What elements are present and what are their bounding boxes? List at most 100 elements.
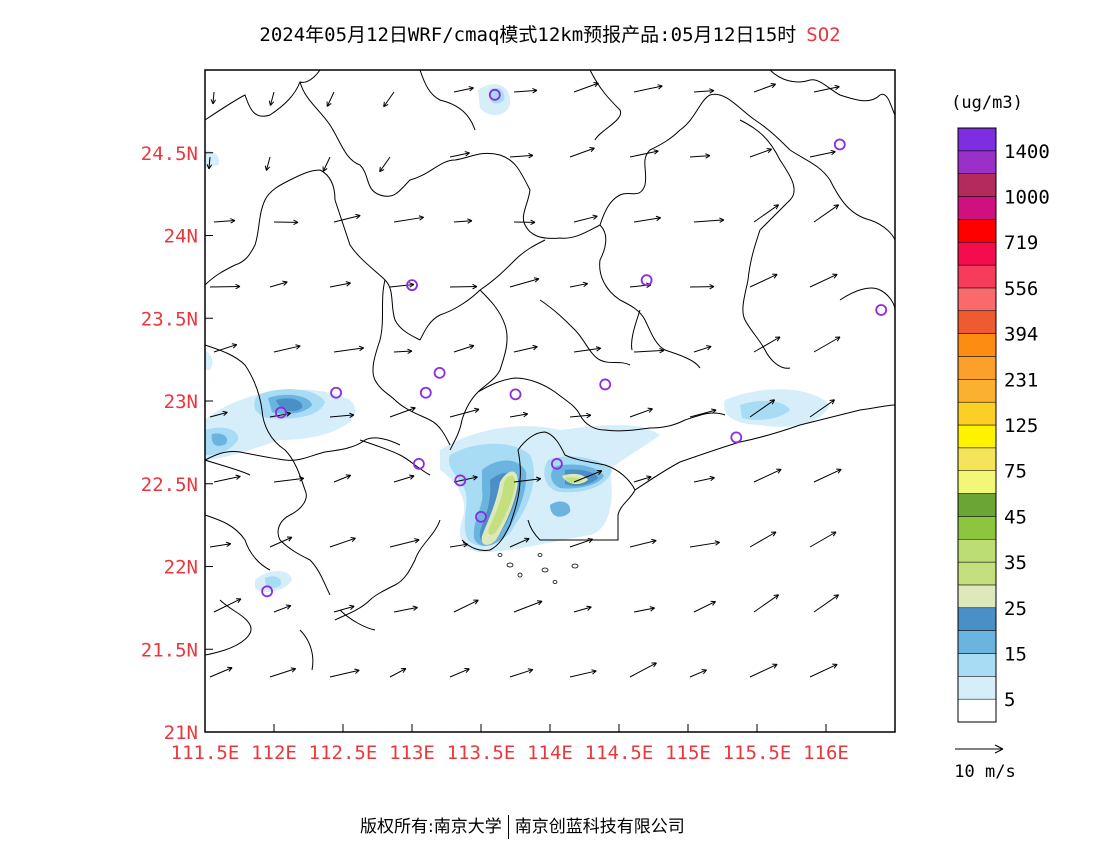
wind-arrow [273, 219, 299, 226]
title-text: 2024年05月12日WRF/cmaq模式12km预报产品:05月12日15时 [259, 24, 797, 46]
wind-arrow [509, 277, 540, 288]
wind-arrow [633, 606, 655, 613]
wind-arrow [509, 152, 534, 159]
wind-arrow [379, 156, 391, 173]
station-marker [833, 138, 846, 151]
wind-arrow [513, 87, 538, 94]
wind-arrow [753, 336, 781, 353]
legend-label: 394 [1004, 324, 1038, 346]
legend-color-box [957, 379, 997, 403]
wind-arrow [213, 474, 241, 483]
legend-color-box [957, 333, 997, 357]
wind-arrow [693, 475, 715, 483]
wind-arrow [329, 537, 356, 548]
station-marker [551, 457, 563, 470]
wind-arrow [449, 407, 480, 418]
legend-label: 45 [1004, 506, 1027, 528]
legend-label: 35 [1004, 552, 1027, 574]
station-marker [406, 279, 418, 292]
station-marker [330, 386, 343, 399]
wind-arrow [809, 663, 838, 678]
wind-arrow [749, 531, 777, 548]
lat-tick-label: 24N [164, 226, 198, 248]
wind-arrow [809, 273, 838, 288]
legend-color-box [957, 493, 997, 517]
wind-arrow [813, 594, 840, 613]
wind-arrow [513, 219, 536, 226]
legend-label: 719 [1004, 232, 1038, 254]
legend-color-box [957, 584, 997, 609]
wind-arrow [449, 667, 470, 678]
wind-arrow [449, 542, 469, 548]
wind-arrow [269, 667, 297, 678]
legend-color-box [957, 241, 997, 266]
legend-color-box [957, 630, 997, 654]
legend-color-box [957, 676, 997, 700]
wind-arrow [389, 538, 420, 548]
legend-label: 75 [1004, 461, 1027, 483]
wind-arrow [629, 662, 657, 678]
legend-label: 1400 [1004, 141, 1050, 163]
wind-arrow [210, 91, 217, 105]
wind-arrow [569, 281, 588, 288]
wind-arrow [449, 151, 470, 158]
wind-arrow [393, 348, 413, 354]
legend-label: 556 [1004, 278, 1038, 300]
wind-arrow [753, 204, 780, 223]
station-marker [454, 474, 467, 487]
wind-arrow [326, 91, 335, 107]
map-title: 2024年05月12日WRF/cmaq模式12km预报产品:05月12日15时 S… [0, 20, 1100, 47]
wind-arrow [329, 412, 355, 418]
footer-separator [507, 815, 509, 839]
lon-tick-label: 113E [389, 742, 435, 764]
wind-arrow [753, 594, 780, 613]
wind-arrow [689, 153, 711, 159]
legend-color-box [957, 264, 997, 289]
wind-arrow [573, 82, 599, 93]
wind-arrow [509, 668, 534, 678]
wind-arrow [693, 217, 725, 223]
wind-arrow [693, 88, 715, 94]
wind-arrow [329, 668, 360, 678]
station-marker [488, 88, 501, 101]
lon-tick-label: 116E [803, 742, 849, 764]
wind-arrow [389, 668, 407, 678]
wind-arrow [269, 536, 293, 548]
copyright-right: 南京创蓝科技有限公司 [514, 817, 685, 837]
wind-reference-arrow [955, 744, 1004, 754]
wind-arrow [689, 669, 707, 678]
wind-arrow [813, 336, 841, 353]
lon-tick-label: 112.5E [309, 742, 378, 764]
wind-arrow [393, 215, 424, 223]
lon-tick-label: 112E [251, 742, 297, 764]
lat-tick-label: 23.5N [141, 308, 198, 330]
wind-arrow [749, 273, 778, 288]
wind-arrow [509, 537, 530, 548]
wind-arrow [333, 345, 364, 353]
station-marker [419, 386, 432, 399]
legend-color-box [957, 561, 997, 586]
axis-ticks: 111.5E 112E 112.5E 113E 113.5E 114E 114.5E 115E… [141, 143, 849, 764]
station-marker [433, 366, 446, 379]
legend-color-box [957, 401, 997, 426]
so2-concentration-shading [205, 84, 830, 593]
lat-tick-label: 23N [164, 391, 198, 413]
wind-arrow [753, 468, 782, 483]
wind-arrow [749, 399, 776, 418]
legend-unit: (ug/m3) [951, 93, 1023, 113]
wind-arrow [693, 345, 712, 353]
wind-arrow [269, 280, 288, 288]
wind-arrow [689, 408, 717, 418]
wind-arrow [333, 213, 361, 223]
lat-tick-label: 24.5N [141, 143, 198, 165]
wind-arrow [753, 83, 776, 93]
wind-arrow [383, 91, 395, 108]
station-marker [599, 378, 612, 391]
wind-arrow [573, 469, 603, 483]
legend-color-box [957, 516, 997, 540]
legend-color-box [957, 219, 997, 243]
wind-arrow [629, 149, 659, 158]
wind-arrow [273, 604, 292, 613]
wind-arrow [206, 156, 213, 170]
